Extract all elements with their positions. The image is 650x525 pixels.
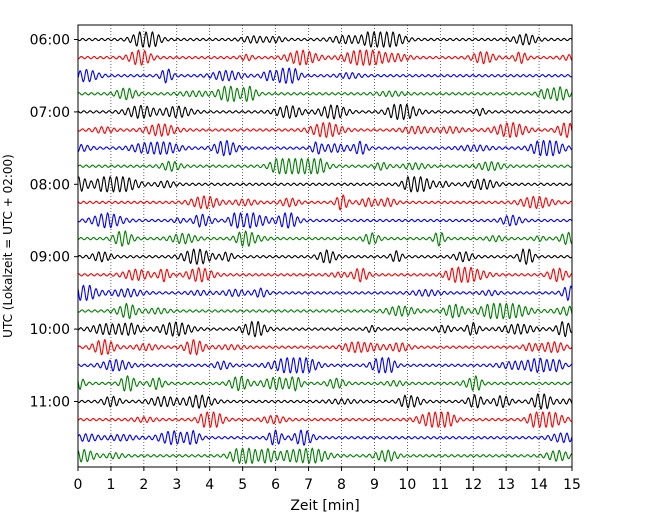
x-tick-label: 9 — [370, 477, 379, 493]
x-tick-label: 15 — [563, 477, 581, 493]
x-tick-label: 2 — [139, 477, 148, 493]
trace-line — [77, 67, 573, 85]
x-tick-label: 0 — [74, 477, 83, 493]
trace-line — [77, 230, 573, 248]
trace-line — [77, 375, 573, 392]
x-tick-label: 6 — [271, 477, 280, 493]
trace-line — [77, 429, 573, 447]
y-tick-label: 10:00 — [30, 322, 70, 338]
x-tick-label: 13 — [497, 477, 515, 493]
trace-line — [77, 211, 573, 229]
trace-line — [77, 121, 573, 139]
y-axis-label: UTC (Lokalzeit = UTC + 02:00) — [1, 154, 15, 338]
trace-line — [77, 139, 573, 157]
trace-line — [77, 31, 573, 48]
y-tick-label: 06:00 — [30, 33, 70, 49]
y-tick-label: 09:00 — [30, 250, 70, 266]
x-tick-label: 5 — [238, 477, 247, 493]
trace-line — [77, 85, 573, 103]
trace-line — [77, 356, 573, 374]
trace-line — [77, 284, 573, 302]
trace-line — [77, 49, 573, 67]
trace-line — [77, 103, 573, 121]
x-tick-label: 11 — [431, 477, 449, 493]
trace-line — [77, 248, 573, 265]
x-axis-label: Zeit [min] — [290, 498, 359, 514]
trace-line — [77, 393, 573, 410]
trace-line — [77, 266, 573, 284]
x-tick-label: 8 — [337, 477, 346, 493]
x-tick-label: 3 — [172, 477, 181, 493]
x-ticks: 0 1 2 3 4 5 6 7 8 9 10 11 12 13 14 15 — [74, 467, 581, 493]
y-tick-label: 11:00 — [30, 395, 70, 411]
x-tick-label: 12 — [464, 477, 482, 493]
trace-line — [77, 157, 573, 175]
x-tick-label: 10 — [398, 477, 416, 493]
traces — [77, 31, 573, 465]
trace-line — [77, 302, 573, 320]
y-tick-label: 08:00 — [30, 177, 70, 193]
x-tick-label: 4 — [205, 477, 214, 493]
trace-line — [77, 194, 573, 211]
trace-line — [77, 447, 573, 465]
x-tick-label: 7 — [304, 477, 313, 493]
trace-line — [77, 411, 573, 429]
y-tick-label: 07:00 — [30, 105, 70, 121]
x-tick-label: 14 — [530, 477, 548, 493]
y-ticks: 06:00 07:00 08:00 09:00 10:00 11:00 — [30, 33, 78, 411]
trace-line — [77, 338, 573, 356]
x-tick-label: 1 — [106, 477, 115, 493]
trace-line — [77, 320, 573, 338]
trace-line — [77, 175, 573, 193]
plot-frame — [77, 24, 573, 468]
